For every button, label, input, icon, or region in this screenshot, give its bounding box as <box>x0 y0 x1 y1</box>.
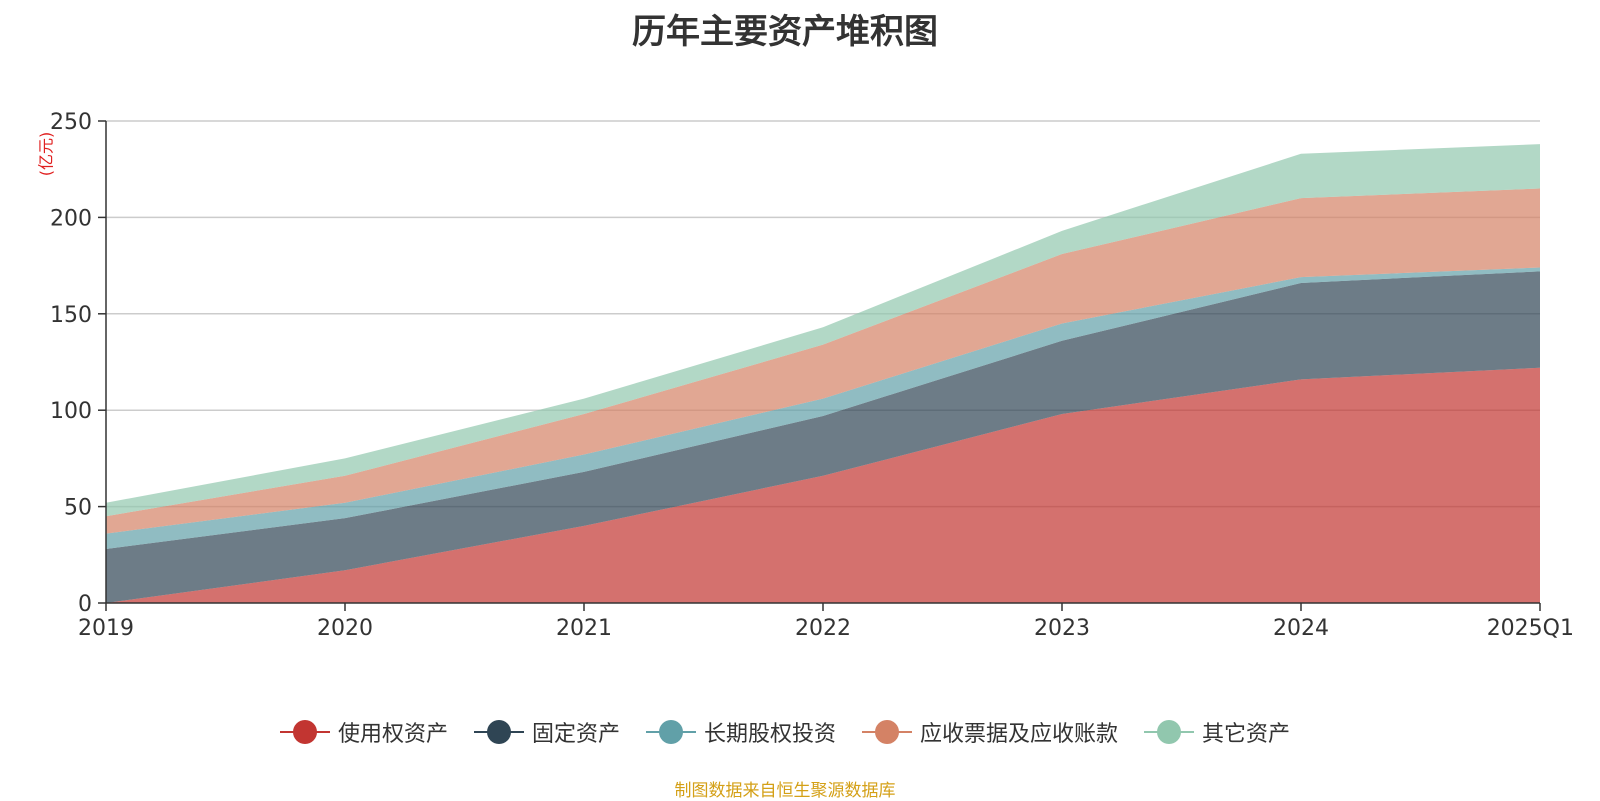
legend-item-2[interactable]: 固定资产 <box>473 716 620 748</box>
legend-swatch <box>862 720 912 744</box>
x-tick-label: 2020 <box>317 616 373 641</box>
legend-item-5[interactable]: 其它资产 <box>1144 716 1290 748</box>
legend: 使用权资产 固定资产 长期股权投资 应收票据及应收账款 其它资产 <box>0 716 1570 748</box>
legend-label: 使用权资产 <box>337 722 448 747</box>
y-tick-label: 150 <box>50 303 92 328</box>
x-tick-label: 2023 <box>1034 616 1090 641</box>
x-tick-label: 2021 <box>556 616 612 641</box>
legend-swatch <box>279 720 330 744</box>
x-axis-tick-labels: 2019 2020 2021 2022 2023 2024 2025Q1 <box>78 616 1574 641</box>
series-area-4 <box>106 188 1540 534</box>
legend-label: 固定资产 <box>531 722 620 747</box>
series-area-3 <box>106 267 1540 550</box>
legend-item-3[interactable]: 长期股权投资 <box>645 716 836 748</box>
y-tick-label: 200 <box>50 206 92 231</box>
x-tick-label: 2025Q1 <box>1487 616 1574 641</box>
y-tick-label: 50 <box>64 496 92 521</box>
y-tick-label: 0 <box>78 592 92 617</box>
legend-dot <box>1157 720 1182 744</box>
x-tick-label: 2024 <box>1273 616 1329 641</box>
y-axis-tick-labels: 0 50 100 150 200 250 <box>50 110 92 617</box>
legend-dot <box>486 720 511 744</box>
x-tick-label: 2019 <box>78 616 134 641</box>
legend-label: 其它资产 <box>1202 722 1291 747</box>
y-tick-label: 100 <box>50 399 92 424</box>
axes <box>98 120 1541 611</box>
x-tick-label: 2022 <box>795 616 851 641</box>
data-source-note: 制图数据来自恒生聚源数据库 <box>674 781 896 801</box>
legend-swatch <box>473 720 524 744</box>
legend-swatch <box>1144 720 1195 744</box>
legend-dot <box>292 720 317 744</box>
legend-label: 长期股权投资 <box>703 722 836 747</box>
y-tick-label: 250 <box>50 110 92 135</box>
legend-item-4[interactable]: 应收票据及应收账款 <box>862 716 1118 748</box>
legend-swatch <box>645 720 696 744</box>
legend-label: 应收票据及应收账款 <box>920 722 1119 747</box>
series-area-1 <box>106 367 1540 603</box>
series-area-5 <box>106 144 1540 517</box>
series-areas <box>106 144 1540 603</box>
chart-title: 历年主要资产堆积图 <box>632 12 938 52</box>
series-area-2 <box>106 271 1540 603</box>
legend-dot <box>875 720 899 744</box>
legend-item-1[interactable]: 使用权资产 <box>279 716 448 748</box>
legend-dot <box>658 720 683 744</box>
